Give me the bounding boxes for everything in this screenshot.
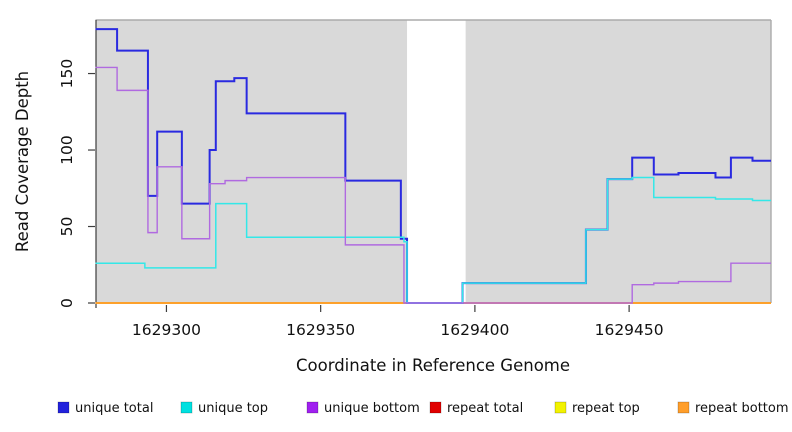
legend-swatch-repeat-bottom: [677, 401, 690, 414]
x-axis-title: Coordinate in Reference Genome: [296, 356, 570, 375]
legend-label-unique-top: unique top: [198, 401, 268, 416]
x-tick-label-1629450: 1629450: [595, 321, 664, 339]
legend-label-repeat-top: repeat top: [572, 401, 640, 416]
legend-label-repeat-total: repeat total: [447, 401, 523, 416]
legend-swatch-repeat-top: [554, 401, 567, 414]
y-tick-label-100: 100: [58, 135, 76, 165]
y-axis-title: Read Coverage Depth: [13, 71, 32, 252]
y-tick-label-0: 0: [58, 298, 76, 308]
x-tick-label-1629300: 1629300: [132, 321, 201, 339]
panel-background-left: [95, 20, 408, 303]
legend-label-unique-bottom: unique bottom: [324, 401, 420, 416]
y-tick-label-50: 50: [58, 217, 76, 237]
panel-background-right: [465, 20, 771, 303]
legend-swatch-unique-top: [180, 401, 193, 414]
legend-swatch-unique-total: [57, 401, 70, 414]
legend-label-repeat-bottom: repeat bottom: [695, 401, 789, 416]
legend-label-unique-total: unique total: [75, 401, 153, 416]
x-tick-label-1629400: 1629400: [440, 321, 509, 339]
series-line-unique-top: [95, 176, 771, 304]
y-tick-label-150: 150: [58, 59, 76, 89]
x-tick-label-1629350: 1629350: [286, 321, 355, 339]
series-line-unique-bottom: [95, 66, 771, 304]
legend-swatch-repeat-total: [429, 401, 442, 414]
legend-swatch-unique-bottom: [306, 401, 319, 414]
